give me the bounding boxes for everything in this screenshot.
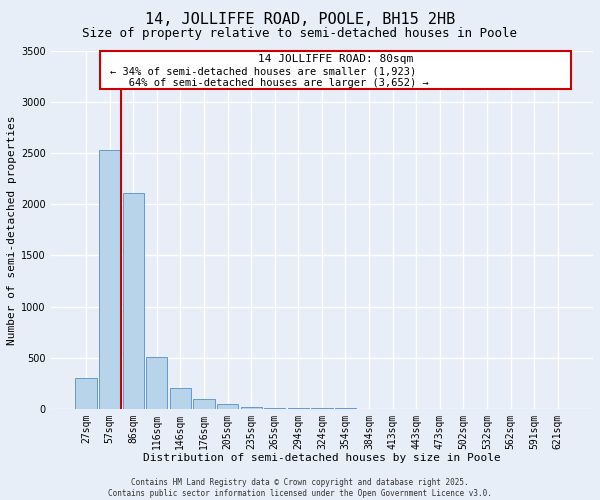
Y-axis label: Number of semi-detached properties: Number of semi-detached properties — [7, 115, 17, 344]
X-axis label: Distribution of semi-detached houses by size in Poole: Distribution of semi-detached houses by … — [143, 453, 501, 463]
Text: 64% of semi-detached houses are larger (3,652) →: 64% of semi-detached houses are larger (… — [110, 78, 429, 88]
Bar — [193, 398, 215, 409]
Bar — [99, 150, 120, 409]
Text: 14 JOLLIFFE ROAD: 80sqm: 14 JOLLIFFE ROAD: 80sqm — [258, 54, 413, 64]
Bar — [100, 51, 571, 88]
Text: Size of property relative to semi-detached houses in Poole: Size of property relative to semi-detach… — [83, 28, 517, 40]
Bar — [287, 408, 309, 409]
Bar — [146, 356, 167, 409]
Bar — [217, 404, 238, 409]
Bar — [76, 378, 97, 409]
Text: Contains HM Land Registry data © Crown copyright and database right 2025.
Contai: Contains HM Land Registry data © Crown c… — [108, 478, 492, 498]
Bar — [241, 406, 262, 409]
Text: 14, JOLLIFFE ROAD, POOLE, BH15 2HB: 14, JOLLIFFE ROAD, POOLE, BH15 2HB — [145, 12, 455, 28]
Bar — [170, 388, 191, 409]
Bar — [122, 193, 144, 409]
Bar — [264, 408, 286, 409]
Text: ← 34% of semi-detached houses are smaller (1,923): ← 34% of semi-detached houses are smalle… — [110, 66, 416, 76]
